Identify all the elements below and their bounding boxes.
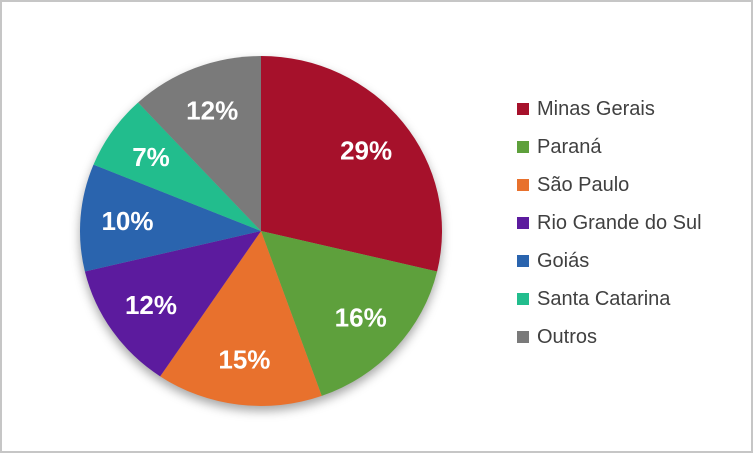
data-label-outros: 12% xyxy=(186,95,238,125)
legend-swatch-icon xyxy=(517,179,529,191)
pie-slice-minas-gerais[interactable] xyxy=(261,56,443,272)
legend-swatch-icon xyxy=(517,293,529,305)
legend-label: São Paulo xyxy=(537,174,630,196)
legend-swatch-icon xyxy=(517,141,529,153)
legend-label: Minas Gerais xyxy=(537,98,655,120)
pie-slice-sao-paulo[interactable] xyxy=(160,231,322,407)
data-label-santa-catarina: 7% xyxy=(132,142,170,172)
legend-item-santa-catarina[interactable]: Santa Catarina xyxy=(517,287,702,311)
pie-slice-santa-catarina[interactable] xyxy=(93,102,261,231)
data-label-sao-paulo: 15% xyxy=(218,345,270,375)
legend-label: Paraná xyxy=(537,136,602,158)
legend-item-rio-grande-do-sul[interactable]: Rio Grande do Sul xyxy=(517,211,702,235)
pie-slice-goias[interactable] xyxy=(79,164,262,272)
legend-item-parana[interactable]: Paraná xyxy=(517,135,702,159)
legend-swatch-icon xyxy=(517,255,529,267)
data-label-minas-gerais: 29% xyxy=(340,136,392,166)
data-label-rio-grande-do-sul: 12% xyxy=(125,290,177,320)
legend-swatch-icon xyxy=(517,331,529,343)
pie-slice-rio-grande-do-sul[interactable] xyxy=(84,231,262,377)
legend-swatch-icon xyxy=(517,103,529,115)
data-label-parana: 16% xyxy=(335,303,387,333)
legend-swatch-icon xyxy=(517,217,529,229)
legend-item-minas-gerais[interactable]: Minas Gerais xyxy=(517,97,702,121)
legend-item-outros[interactable]: Outros xyxy=(517,325,702,349)
pie-slice-outros[interactable] xyxy=(138,56,261,231)
legend-item-sao-paulo[interactable]: São Paulo xyxy=(517,173,702,197)
legend-label: Rio Grande do Sul xyxy=(537,212,702,234)
legend-label: Santa Catarina xyxy=(537,288,671,310)
legend-label: Goiás xyxy=(537,250,590,272)
pie-slice-parana[interactable] xyxy=(261,231,438,396)
legend-label: Outros xyxy=(537,326,598,348)
chart-legend: Minas Gerais Paraná São Paulo Rio Grande do… xyxy=(517,97,702,363)
legend-item-goias[interactable]: Goiás xyxy=(517,249,702,273)
data-label-goias: 10% xyxy=(101,206,153,236)
